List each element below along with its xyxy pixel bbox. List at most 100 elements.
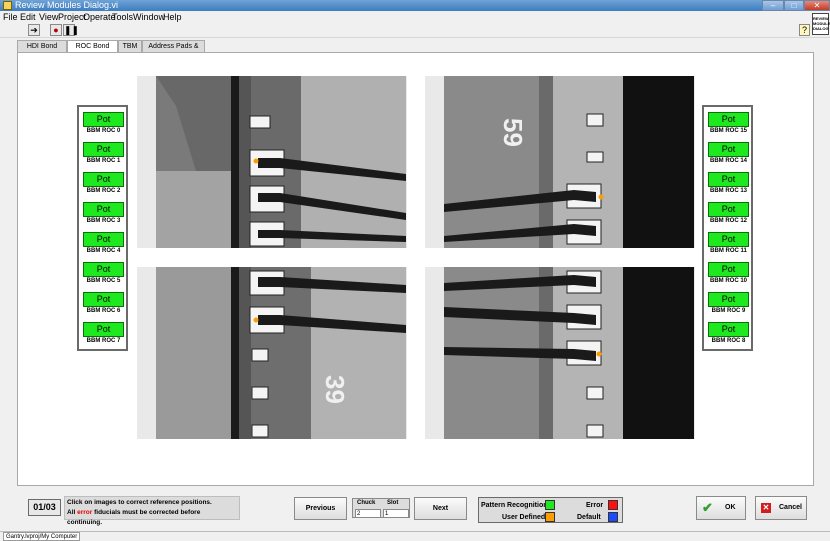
legend-pattern-recognition-swatch [545, 500, 555, 510]
pause-icon[interactable]: ❚❚ [63, 24, 80, 36]
roc-label-15: BBM ROC 15 [709, 128, 747, 134]
roc-item-9: Pot BBM ROC 9 [708, 292, 749, 316]
roc-item-12: Pot BBM ROC 12 [708, 202, 749, 226]
roc-label-9: BBM ROC 9 [711, 308, 746, 314]
pot-button-roc-7[interactable]: Pot [83, 322, 124, 337]
menu-operate[interactable]: Operate [83, 12, 116, 22]
project-path: Gantry.lvproj/My Computer [3, 532, 81, 541]
ok-button[interactable]: ✔ OK [696, 496, 746, 520]
pot-button-roc-5[interactable]: Pot [83, 262, 124, 277]
microscope-image-bottom-right[interactable] [444, 267, 694, 439]
instructions-line-1: Click on images to correct reference pos… [67, 499, 212, 506]
pot-button-roc-1[interactable]: Pot [83, 142, 124, 157]
menu-view[interactable]: View [39, 12, 59, 22]
legend-error-swatch [608, 500, 618, 510]
roc-item-1: Pot BBM ROC 1 [83, 142, 124, 166]
run-arrow-icon[interactable]: ➔ [28, 24, 40, 36]
roc-item-10: Pot BBM ROC 10 [708, 262, 749, 286]
roc-item-2: Pot BBM ROC 2 [83, 172, 124, 196]
roc-label-12: BBM ROC 12 [709, 218, 747, 224]
microscope-image-top-left[interactable] [156, 76, 406, 248]
roc-label-8: BBM ROC 8 [711, 338, 746, 344]
pot-button-roc-10[interactable]: Pot [708, 262, 749, 277]
pot-button-roc-0[interactable]: Pot [83, 112, 124, 127]
right-roc-column: Pot BBM ROC 15 Pot BBM ROC 14 Pot BBM ROC 1… [702, 105, 753, 351]
menu-help[interactable]: Help [163, 12, 182, 22]
menu-project[interactable]: Project [58, 12, 87, 22]
menu-bar: File Edit View Project Operate Tools Win… [0, 11, 830, 23]
bottom-bar: 01/03 Click on images to correct referen… [0, 490, 830, 530]
previous-button[interactable]: Previous [294, 497, 347, 520]
roc-label-6: BBM ROC 6 [86, 308, 121, 314]
roc-item-3: Pot BBM ROC 3 [83, 202, 124, 226]
pot-button-roc-15[interactable]: Pot [708, 112, 749, 127]
module-counter: 01/03 [28, 499, 61, 516]
roc-label-13: BBM ROC 13 [709, 188, 747, 194]
tab-hdi-bond-pads[interactable]: HDI Bond Pads [17, 40, 67, 61]
ok-label: OK [725, 504, 736, 511]
app-icon [3, 1, 12, 10]
minimize-button[interactable]: – [762, 0, 784, 11]
roc-item-14: Pot BBM ROC 14 [708, 142, 749, 166]
legend-pattern-recognition-label: Pattern Recognition [481, 502, 548, 509]
menu-file[interactable]: File [3, 12, 18, 22]
microscope-image-top-right[interactable]: 59 [444, 76, 694, 248]
roc-label-0: BBM ROC 0 [86, 128, 121, 134]
left-roc-column: Pot BBM ROC 0 Pot BBM ROC 1 Pot BBM ROC 2 P… [77, 105, 128, 351]
fiducial-legend: Pattern Recognition Error User Defined D… [478, 497, 623, 523]
roc-label-2: BBM ROC 2 [86, 188, 121, 194]
pot-button-roc-3[interactable]: Pot [83, 202, 124, 217]
next-button[interactable]: Next [414, 497, 467, 520]
roc-item-5: Pot BBM ROC 5 [83, 262, 124, 286]
roc-label-4: BBM ROC 4 [86, 248, 121, 254]
microscope-image-bottom-left[interactable]: 39 [156, 267, 406, 439]
instructions-error-word: error [77, 509, 93, 516]
vi-icon: REVIEW MODULE DIALOG [812, 13, 830, 35]
pot-button-roc-13[interactable]: Pot [708, 172, 749, 187]
roc-item-4: Pot BBM ROC 4 [83, 232, 124, 256]
legend-error-label: Error [586, 502, 604, 509]
help-icon[interactable]: ? [799, 24, 810, 36]
pot-button-roc-14[interactable]: Pot [708, 142, 749, 157]
legend-user-defined-label: User Defined [502, 514, 546, 521]
instructions-text-post: fiducials must be corrected before conti… [67, 509, 201, 526]
roc-label-7: BBM ROC 7 [86, 338, 121, 344]
roc-item-7: Pot BBM ROC 7 [83, 322, 124, 346]
image-top-right[interactable]: 59 [425, 76, 695, 248]
pot-button-roc-11[interactable]: Pot [708, 232, 749, 247]
legend-default-swatch [608, 512, 618, 522]
instructions-box: Click on images to correct reference pos… [64, 496, 240, 526]
tab-tbm[interactable]: TBM [118, 40, 142, 52]
legend-default-label: Default [577, 514, 601, 521]
pot-button-roc-12[interactable]: Pot [708, 202, 749, 217]
roc-item-13: Pot BBM ROC 13 [708, 172, 749, 196]
instructions-text-pre: All [67, 509, 78, 516]
image-top-left[interactable] [137, 76, 407, 248]
cancel-label: Cancel [779, 504, 802, 511]
tab-address-pads-hv[interactable]: Address Pads & HV [142, 40, 205, 61]
die-number-top-right: 59 [498, 118, 528, 147]
pot-button-roc-6[interactable]: Pot [83, 292, 124, 307]
chuck-slot-indicator: Chuck Slot 2 1 [352, 498, 410, 518]
pot-button-roc-9[interactable]: Pot [708, 292, 749, 307]
menu-tools[interactable]: Tools [112, 12, 134, 22]
abort-icon[interactable]: ● [50, 24, 62, 36]
roc-label-5: BBM ROC 5 [86, 278, 121, 284]
maximize-button[interactable]: □ [784, 0, 804, 11]
pot-button-roc-4[interactable]: Pot [83, 232, 124, 247]
image-bottom-left[interactable]: 39 [137, 267, 407, 439]
toolbar: ➔ ● ❚❚ [0, 23, 830, 38]
pot-button-roc-8[interactable]: Pot [708, 322, 749, 337]
pot-button-roc-2[interactable]: Pot [83, 172, 124, 187]
roc-label-1: BBM ROC 1 [86, 158, 121, 164]
roc-label-14: BBM ROC 14 [709, 158, 747, 164]
die-number-bottom-left: 39 [320, 375, 350, 404]
roc-label-11: BBM ROC 11 [710, 248, 747, 254]
title-bar: Review Modules Dialog.vi – □ ✕ [0, 0, 830, 11]
cancel-button[interactable]: ✕ Cancel [755, 496, 807, 520]
menu-window[interactable]: Window [133, 12, 166, 22]
close-window-button[interactable]: ✕ [804, 0, 830, 11]
menu-edit[interactable]: Edit [20, 12, 36, 22]
image-bottom-right[interactable] [425, 267, 695, 439]
roc-label-10: BBM ROC 10 [709, 278, 747, 284]
